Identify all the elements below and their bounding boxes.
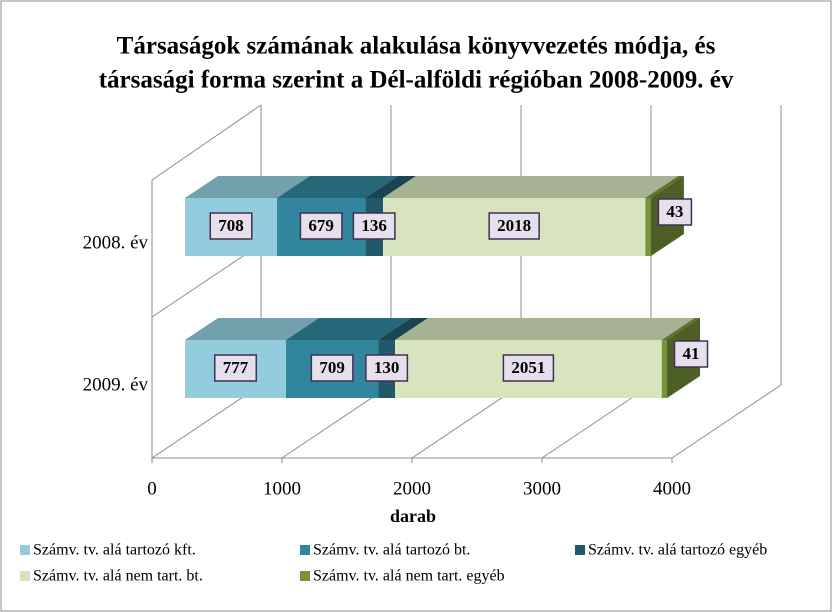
data-label-box	[488, 212, 540, 240]
legend-label: Számv. tv. alá tartozó egyéb	[588, 542, 767, 559]
data-label-text: 130	[374, 358, 400, 377]
data-label: 777	[214, 354, 258, 382]
y-tick-label: 2008. év	[83, 232, 149, 253]
bar-top	[185, 318, 320, 340]
data-label-box	[214, 354, 258, 382]
bar-top-shade	[185, 176, 311, 198]
bar-top	[286, 318, 412, 340]
bar-top	[277, 176, 399, 198]
legend-label: Számv. tv. alá tartozó kft.	[33, 542, 196, 559]
bar-top-shade	[382, 176, 679, 198]
data-label-box	[310, 354, 354, 382]
legend-label: Számv. tv. alá nem tart. bt.	[33, 568, 203, 585]
legend-swatch	[20, 545, 30, 555]
data-label-text: 777	[223, 358, 249, 377]
legend-label: Számv. tv. alá tartozó bt.	[313, 542, 470, 559]
bar-top-shade	[661, 318, 701, 340]
legend-swatch	[300, 545, 310, 555]
bar-top-shade	[378, 318, 429, 340]
data-label: 2018	[488, 212, 540, 240]
x-tick-label: 4000	[653, 478, 691, 499]
data-label: 130	[365, 354, 409, 382]
data-label-box	[365, 354, 409, 382]
data-label: 679	[299, 212, 343, 240]
data-label: 708	[209, 212, 253, 240]
y-tick-label: 2009. év	[83, 374, 149, 395]
bar-top	[185, 176, 311, 198]
data-label-text: 2051	[511, 358, 545, 377]
bar-top	[645, 176, 684, 198]
chart-title: Társaságok számának alakulása könyvvezet…	[117, 33, 716, 60]
data-label-text: 43	[666, 202, 683, 221]
bar-top	[378, 318, 429, 340]
data-label-text: 709	[319, 358, 345, 377]
data-label-text: 2018	[497, 216, 531, 235]
legend-swatch	[20, 571, 30, 581]
bar	[645, 198, 651, 256]
x-axis-label: darab	[390, 506, 436, 526]
data-label-text: 708	[218, 216, 244, 235]
x-tick-label: 2000	[393, 478, 431, 499]
data-label-box	[673, 340, 709, 368]
legend-swatch	[575, 545, 585, 555]
data-label-box	[299, 212, 343, 240]
data-label-box	[657, 198, 693, 226]
axis-line	[151, 104, 262, 181]
data-label: 136	[352, 212, 396, 240]
bar-top	[382, 176, 679, 198]
legend-label: Számv. tv. alá nem tart. egyéb	[313, 568, 505, 585]
bar-top-shade	[185, 318, 320, 340]
data-label-text: 679	[308, 216, 334, 235]
data-label: 41	[673, 340, 709, 368]
data-label-text: 41	[683, 344, 700, 363]
data-label: 43	[657, 198, 693, 226]
data-label-text: 136	[361, 216, 387, 235]
data-label-box	[209, 212, 253, 240]
data-label: 2051	[502, 354, 555, 382]
x-tick-label: 3000	[523, 478, 561, 499]
data-label-box	[502, 354, 555, 382]
bar-top-shade	[395, 318, 695, 340]
bar-top-shade	[277, 176, 399, 198]
bar-top	[395, 318, 695, 340]
bar-top-shade	[365, 176, 416, 198]
grid-line	[671, 384, 782, 459]
legend-swatch	[300, 571, 310, 581]
x-tick-label: 0	[147, 478, 157, 499]
data-label-box	[352, 212, 396, 240]
bar-top	[365, 176, 416, 198]
x-tick-label: 1000	[263, 478, 301, 499]
data-label: 709	[310, 354, 354, 382]
axis-line	[151, 243, 262, 318]
bar	[661, 340, 668, 398]
bar-top	[661, 318, 701, 340]
bar-top-shade	[645, 176, 684, 198]
bar-top-shade	[286, 318, 412, 340]
chart-title: társasági forma szerint a Dél-alföldi ré…	[99, 67, 734, 94]
